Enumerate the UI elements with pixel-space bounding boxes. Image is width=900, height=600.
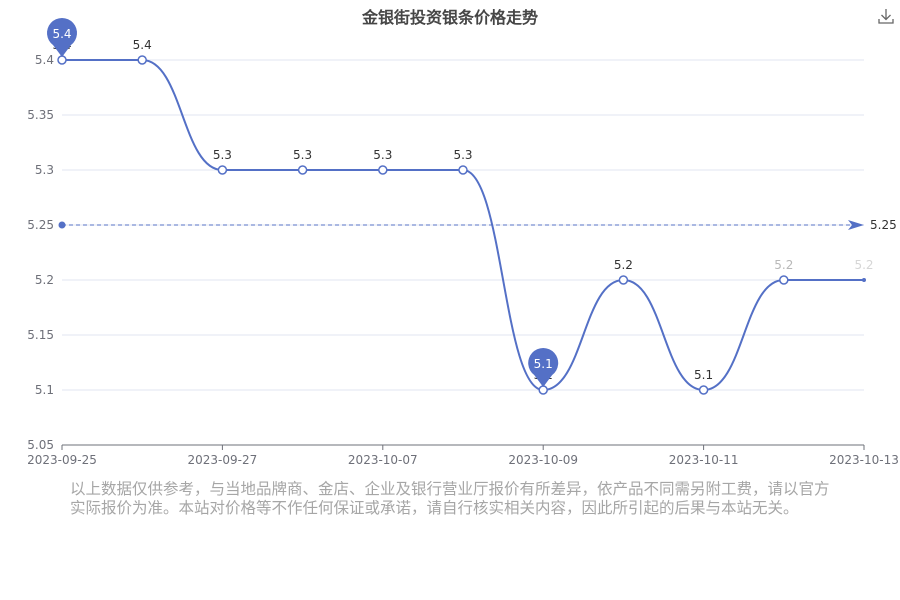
data-point <box>779 275 789 285</box>
data-point <box>538 385 548 395</box>
data-label: 5.2 <box>854 258 873 272</box>
x-tick-label: 2023-10-11 <box>669 453 739 467</box>
data-point <box>458 165 468 175</box>
data-label: 5.2 <box>614 258 633 272</box>
y-tick-label: 5.05 <box>27 438 54 452</box>
x-tick-label: 2023-10-07 <box>348 453 418 467</box>
y-tick-label: 5.3 <box>35 163 54 177</box>
chart-title: 金银街投资银条价格走势 <box>361 8 538 27</box>
data-label: 5.4 <box>133 38 152 52</box>
download-icon[interactable] <box>876 6 896 26</box>
x-tick-label: 2023-10-13 <box>829 453 899 467</box>
series-line <box>62 58 864 392</box>
mark-line-label: 5.25 <box>870 218 897 232</box>
y-tick-label: 5.35 <box>27 108 54 122</box>
data-label: 5.2 <box>774 258 793 272</box>
data-label: 5.3 <box>213 148 232 162</box>
data-point <box>862 278 866 282</box>
y-tick-label: 5.2 <box>35 273 54 287</box>
data-point <box>698 385 709 395</box>
mark-point-pin <box>528 348 559 387</box>
y-tick-label: 5.25 <box>27 218 54 232</box>
data-point <box>217 165 228 175</box>
x-tick-label: 2023-09-25 <box>27 453 97 467</box>
y-tick-label: 5.15 <box>27 328 54 342</box>
y-tick-label: 5.4 <box>35 53 54 67</box>
mark-point-label: 5.1 <box>534 357 553 371</box>
y-tick-label: 5.1 <box>35 383 54 397</box>
x-tick-label: 2023-10-09 <box>508 453 578 467</box>
data-point <box>137 55 147 65</box>
data-label: 5.3 <box>293 148 312 162</box>
disclaimer-text: 以上数据仅供参考，与当地品牌商、金店、企业及银行营业厅报价有所差异，依产品不同需… <box>70 480 830 517</box>
line-chart: 5.05 5.1 5.15 5.2 5.25 5.3 5.35 5.4 2023-09-25 20… <box>27 18 899 467</box>
data-label: 5.3 <box>453 148 472 162</box>
data-point <box>618 275 629 285</box>
data-label: 5.3 <box>373 148 392 162</box>
data-point <box>57 55 67 65</box>
data-point <box>378 165 388 175</box>
mark-line-arrow <box>848 220 864 230</box>
data-label: 5.1 <box>694 368 713 382</box>
data-point <box>297 165 308 175</box>
mark-point-label: 5.4 <box>52 27 71 41</box>
mark-point-pin <box>47 18 78 57</box>
x-tick-label: 2023-09-27 <box>188 453 258 467</box>
